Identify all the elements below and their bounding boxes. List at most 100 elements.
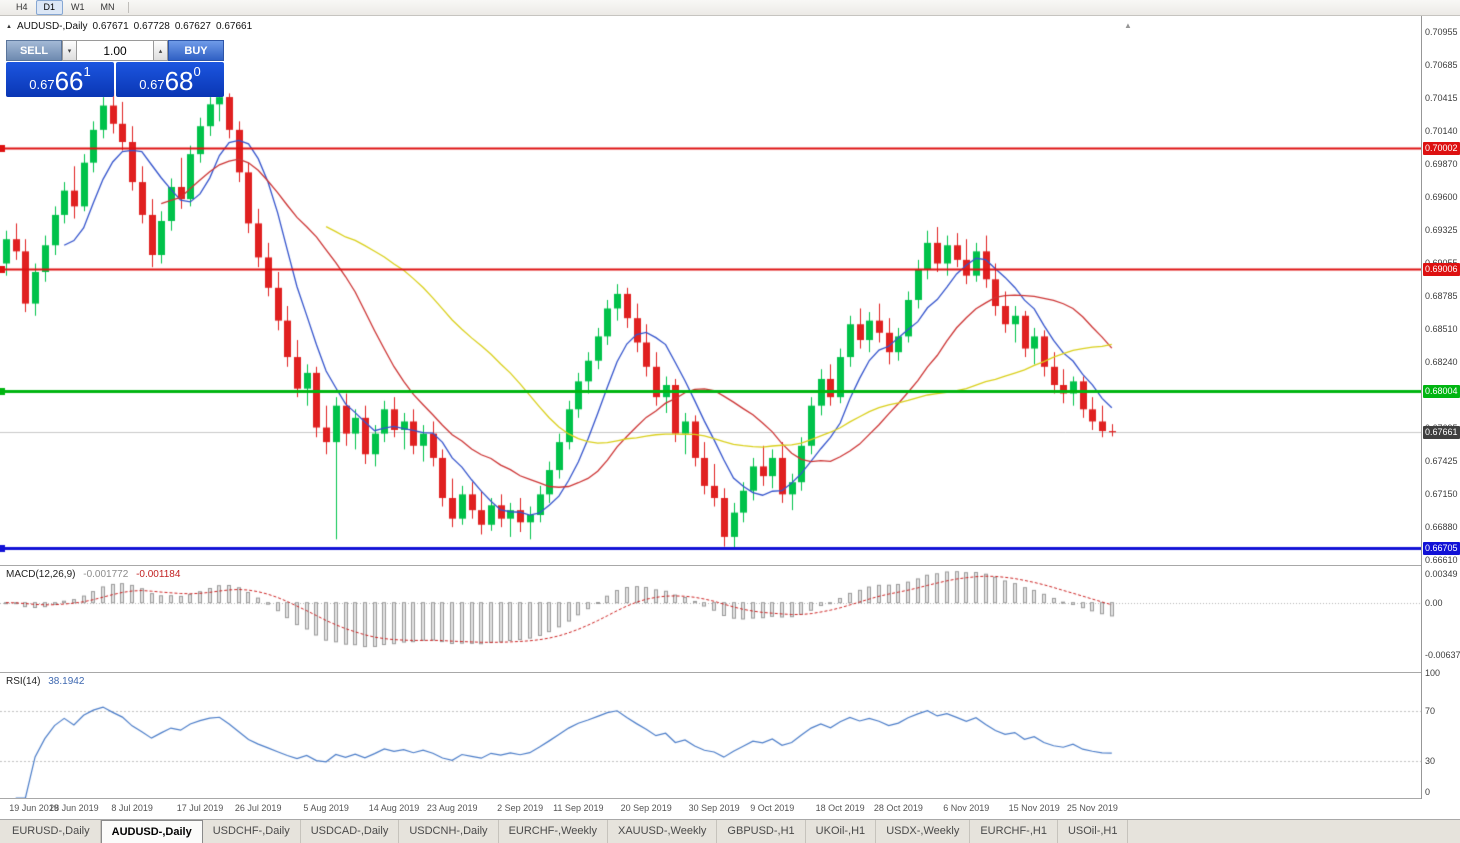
- price-axis-label: 0.69870: [1425, 159, 1458, 169]
- volume-increase-button[interactable]: ▴: [153, 40, 168, 61]
- chart-high-value: 0.67728: [133, 21, 170, 32]
- sell-price-pip-digit: 1: [83, 64, 91, 79]
- price-axis-label: 100: [1425, 668, 1441, 678]
- price-axis-label: 0.70140: [1425, 126, 1458, 136]
- date-label: 25 Nov 2019: [1066, 803, 1118, 813]
- chart-tab[interactable]: USDX-,Weekly: [876, 820, 971, 843]
- date-label: 30 Sep 2019: [688, 803, 740, 813]
- chart-tab[interactable]: EURCHF-,H1: [970, 820, 1058, 843]
- price-axis-label: 70: [1425, 706, 1436, 716]
- date-label: 17 Jul 2019: [176, 803, 224, 813]
- timeframe-toolbar: H4 D1 W1 MN: [0, 0, 1460, 16]
- buy-button[interactable]: BUY: [168, 40, 224, 61]
- date-label: 14 Aug 2019: [368, 803, 420, 813]
- price-axis-label: 0.68240: [1425, 357, 1458, 367]
- price-axis-label: 0.67150: [1425, 489, 1458, 499]
- price-axis-label: -0.00637: [1425, 650, 1460, 660]
- sell-button[interactable]: SELL: [6, 40, 62, 61]
- rsi-value: 38.1942: [48, 676, 85, 687]
- date-label: 8 Jul 2019: [111, 803, 153, 813]
- chart-tab[interactable]: GBPUSD-,H1: [717, 820, 806, 843]
- buy-price-pip-digit: 0: [193, 64, 201, 79]
- sell-price-big-digits: 66: [54, 66, 84, 96]
- price-axis-label: 0.68510: [1425, 324, 1458, 334]
- date-label: 15 Nov 2019: [1008, 803, 1060, 813]
- chart-tab[interactable]: UKOil-,H1: [806, 820, 877, 843]
- price-axis-label: 30: [1425, 756, 1436, 766]
- chart-tab[interactable]: AUDUSD-,Daily: [100, 820, 203, 843]
- panel-divider: [0, 798, 1460, 799]
- chart-open-value: 0.67671: [92, 21, 129, 32]
- date-label: 11 Sep 2019: [553, 803, 604, 813]
- one-click-toggle-icon[interactable]: ▲: [6, 23, 12, 30]
- date-label: 28 Oct 2019: [873, 803, 923, 813]
- price-axis-label: 0.67425: [1425, 456, 1458, 466]
- chart-symbol-period: AUDUSD-,Daily: [16, 21, 88, 32]
- price-line-tag: 0.69006: [1423, 263, 1460, 276]
- toolbar-separator: [127, 2, 129, 13]
- rsi-name: RSI(14): [6, 676, 41, 687]
- timeframe-mn-button[interactable]: MN: [100, 2, 115, 12]
- chart-tab[interactable]: USDCAD-,Daily: [301, 820, 400, 843]
- chart-tab[interactable]: EURUSD-,Daily: [2, 820, 101, 843]
- sell-price-display[interactable]: 0.67 66 1: [6, 62, 114, 97]
- panel-divider[interactable]: [0, 565, 1460, 566]
- date-label: 20 Sep 2019: [620, 803, 672, 813]
- price-line-tag: 0.68004: [1423, 385, 1460, 398]
- buy-price-display[interactable]: 0.67 68 0: [116, 62, 224, 97]
- time-axis[interactable]: 19 Jun 2019 28 Jun 2019 8 Jul 2019 17 Jul 2…: [0, 799, 1421, 818]
- macd-canvas[interactable]: [0, 566, 1421, 672]
- chart-low-value: 0.67627: [174, 21, 211, 32]
- timeframe-d1-button[interactable]: D1: [35, 0, 64, 15]
- date-label: 28 Jun 2019: [49, 803, 99, 813]
- price-axis-label: 0.69325: [1425, 225, 1458, 235]
- date-label: 5 Aug 2019: [303, 803, 349, 813]
- sell-price-base: 0.67: [29, 77, 55, 92]
- price-axis-label: 0.70955: [1425, 27, 1458, 37]
- date-label: 19 Jun 2019: [9, 803, 59, 813]
- price-axis-label: 0.68785: [1425, 291, 1458, 301]
- rsi-indicator-label: RSI(14) 38.1942: [6, 676, 84, 687]
- price-axis-label: 0: [1425, 787, 1431, 797]
- price-axis-label: 0.69600: [1425, 192, 1458, 202]
- date-label: 9 Oct 2019: [750, 803, 795, 813]
- timeframe-w1-button[interactable]: W1: [71, 2, 85, 12]
- volume-decrease-button[interactable]: ▾: [62, 40, 77, 61]
- chart-tab[interactable]: USDCHF-,Daily: [203, 820, 301, 843]
- chart-tab[interactable]: XAUUSD-,Weekly: [608, 820, 718, 843]
- chart-close-value: 0.67661: [215, 21, 253, 32]
- price-axis-label: 0.66880: [1425, 522, 1458, 532]
- price-line-tag: 0.66705: [1423, 542, 1460, 555]
- price-line-tag: 0.70002: [1423, 142, 1460, 155]
- price-axis-label: 0.00349: [1425, 569, 1458, 579]
- price-axis-label: 0.66610: [1425, 555, 1458, 565]
- price-chart-canvas[interactable]: [0, 16, 1421, 565]
- panel-divider[interactable]: [0, 672, 1460, 673]
- volume-input[interactable]: [77, 40, 153, 61]
- date-label: 6 Nov 2019: [943, 803, 990, 813]
- macd-indicator-label: MACD(12,26,9) -0.001772 -0.001184: [6, 569, 180, 580]
- price-line-tag: 0.67661: [1423, 426, 1460, 439]
- chart-caption: ▲ AUDUSD-,Daily 0.67671 0.67728 0.67627 …: [6, 21, 252, 32]
- macd-name: MACD(12,26,9): [6, 569, 76, 580]
- price-axis-label: 0.70685: [1425, 60, 1458, 70]
- date-label: 18 Oct 2019: [815, 803, 865, 813]
- price-axis-label: 0.00: [1425, 598, 1443, 608]
- date-label: 26 Jul 2019: [234, 803, 282, 813]
- chart-shift-marker-icon[interactable]: ▲: [1124, 21, 1132, 30]
- chart-tab[interactable]: USOil-,H1: [1058, 820, 1129, 843]
- chart-tab-bar: EURUSD-,Daily AUDUSD-,Daily USDCHF-,Daily U…: [0, 819, 1460, 843]
- date-label: 23 Aug 2019: [426, 803, 478, 813]
- date-label: 2 Sep 2019: [497, 803, 544, 813]
- chart-tab[interactable]: USDCNH-,Daily: [399, 820, 499, 843]
- rsi-canvas[interactable]: [0, 673, 1421, 798]
- price-axis[interactable]: 0.70955 0.70685 0.70415 0.70140 0.69870 0.696…: [1421, 16, 1460, 799]
- buy-price-base: 0.67: [139, 77, 165, 92]
- macd-main-value: -0.001772: [83, 569, 129, 580]
- macd-signal-value: -0.001184: [136, 569, 181, 580]
- timeframe-h4-button[interactable]: H4: [16, 2, 28, 12]
- buy-price-big-digits: 68: [164, 66, 194, 96]
- chart-tab[interactable]: EURCHF-,Weekly: [499, 820, 608, 843]
- price-axis-label: 0.70415: [1425, 93, 1458, 103]
